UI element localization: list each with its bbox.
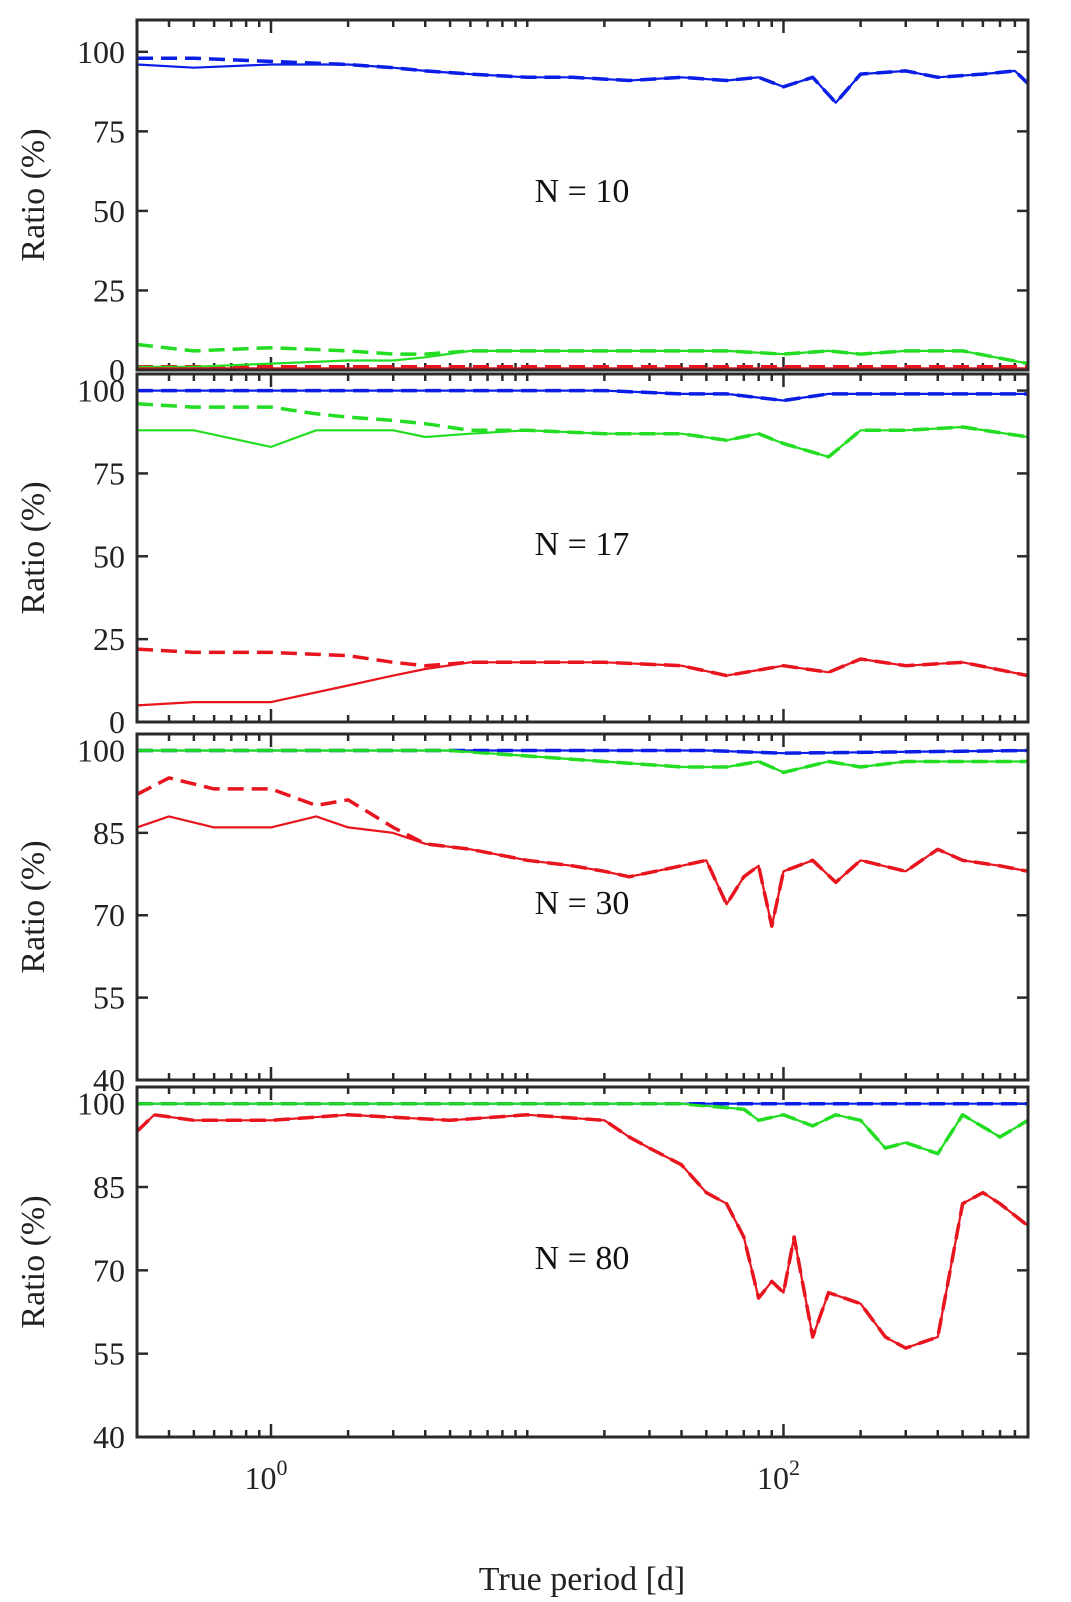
series-blue-solid [137,63,1028,104]
y-tick-label: 70 [93,1252,125,1288]
x-tick-label: 102 [757,1455,800,1496]
series-blue-solid [137,389,1028,402]
panel-annotation: N = 17 [535,526,630,563]
series-red-solid [137,815,1028,928]
y-tick-label: 50 [93,538,125,574]
series-green-dashed [137,748,1028,775]
y-axis-label: Ratio (%) [15,840,52,973]
y-tick-label: 75 [93,113,125,149]
y-tick-label: 100 [77,34,125,70]
x-tick-exponent: 0 [276,1455,287,1480]
series-red-solid [137,657,1028,707]
plot-frame [135,18,1030,372]
y-tick-label: 55 [93,1336,125,1372]
y-tick-label: 75 [93,455,125,491]
panel-3: 40 55 70 85 100 N = 30 Ratio (%) [15,732,1030,1098]
series-green-solid [137,425,1028,458]
panel-4: 40 55 70 85 100 N = 80 Ratio (%) [15,1085,1030,1455]
series-red-dashed [137,1113,1028,1350]
panel-annotation: N = 80 [535,1240,630,1277]
series-green-solid [137,349,1028,368]
panel-1: 0 25 50 75 100 N = 10 Ratio (%) [15,18,1030,388]
x-axis-label: True period [d] [479,1561,686,1598]
series-green-solid [137,749,1028,774]
x-tick-exponent: 2 [789,1455,800,1480]
series-blue-dashed [137,388,1028,403]
y-tick-label: 70 [93,897,125,933]
y-tick-label: 0 [109,704,125,740]
y-tick-label: 100 [77,1086,125,1122]
plot-frame [135,732,1030,1082]
y-axis-label: Ratio (%) [15,128,52,261]
y-tick-label: 100 [77,373,125,409]
y-tick-label: 55 [93,980,125,1016]
series-green-solid [137,1102,1028,1155]
panel-annotation: N = 30 [535,885,630,922]
y-tick-label: 40 [93,1062,125,1098]
x-tick-label: 100 [244,1455,287,1496]
series-red-solid [137,1113,1028,1350]
y-tick-label: 0 [109,352,125,388]
y-axis-label: Ratio (%) [15,1195,52,1328]
y-tick-label: 100 [77,732,125,768]
y-tick-label: 40 [93,1419,125,1455]
plot-frame [135,1085,1030,1439]
y-tick-label: 85 [93,815,125,851]
plot-frame [135,372,1030,724]
y-tick-label: 25 [93,621,125,657]
y-axis-label: Ratio (%) [15,481,52,614]
y-tick-label: 25 [93,272,125,308]
panel-2: 0 25 50 75 100 N = 17 Ratio (%) [15,372,1030,740]
y-tick-label: 50 [93,193,125,229]
panel-annotation: N = 10 [535,173,630,210]
y-tick-label: 85 [93,1169,125,1205]
